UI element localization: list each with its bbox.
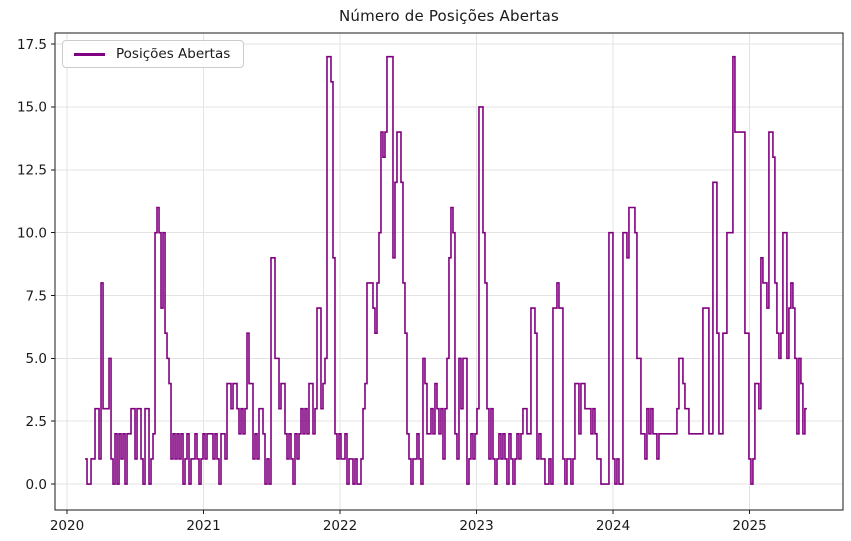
x-tick-label: 2022 <box>323 518 357 534</box>
x-tick-label: 2024 <box>596 518 630 534</box>
y-tick-label: 5.0 <box>26 351 47 367</box>
y-tick-label: 17.5 <box>17 37 47 53</box>
legend: Posições Abertas <box>62 40 245 68</box>
y-tick-label: 2.5 <box>26 414 47 430</box>
axes-spines <box>54 32 844 511</box>
x-tick-label: 2025 <box>732 518 766 534</box>
y-tick-label: 10.0 <box>17 225 47 241</box>
chart-title: Número de Posições Abertas <box>338 7 560 25</box>
y-tick-label: 15.0 <box>17 100 47 116</box>
y-tick-label: 12.5 <box>17 163 47 179</box>
data-line <box>85 55 807 485</box>
x-tick-label: 2020 <box>50 518 84 534</box>
legend-label: Posições Abertas <box>116 46 231 62</box>
x-tick-label: 2021 <box>186 518 220 534</box>
x-tick-label: 2023 <box>459 518 493 534</box>
legend-line-sample <box>74 52 105 56</box>
y-tick-label: 0.0 <box>26 477 47 493</box>
y-tick-label: 7.5 <box>26 288 47 304</box>
